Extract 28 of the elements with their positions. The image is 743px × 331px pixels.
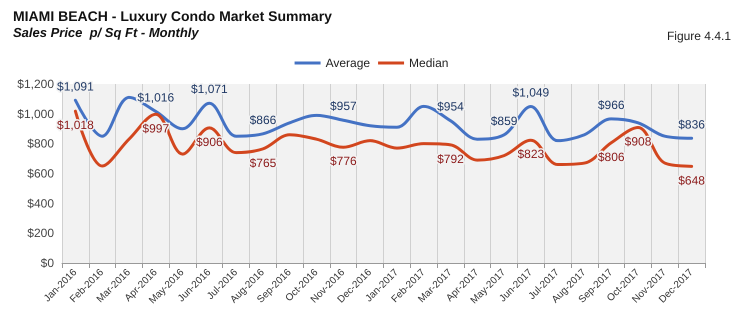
y-tick-label: $1,200 bbox=[17, 77, 54, 91]
chart-title: MIAMI BEACH - Luxury Condo Market Summary bbox=[13, 8, 332, 24]
data-label: $836 bbox=[678, 117, 706, 132]
chart-subtitle: Sales Price p/ Sq Ft - Monthly bbox=[13, 25, 200, 40]
data-label: $1,071 bbox=[191, 82, 228, 96]
data-label: $792 bbox=[437, 152, 464, 166]
y-tick-label: $400 bbox=[27, 196, 54, 210]
data-label: $765 bbox=[250, 156, 277, 170]
y-tick-label: $0 bbox=[40, 256, 54, 270]
data-label: $1,049 bbox=[512, 86, 550, 100]
data-label: $1,016 bbox=[137, 90, 174, 104]
data-label: $966 bbox=[598, 98, 625, 112]
data-label: $866 bbox=[250, 112, 277, 127]
y-tick-label: $800 bbox=[27, 136, 54, 151]
caption: Figure 4.4.1 bbox=[666, 29, 732, 43]
data-label: $806 bbox=[598, 150, 625, 164]
data-label: $648 bbox=[678, 173, 706, 188]
legend-label: Median bbox=[409, 56, 448, 70]
data-label: $1,091 bbox=[57, 79, 94, 94]
y-tick-label: $1,000 bbox=[17, 106, 54, 121]
legend-label: Average bbox=[326, 56, 370, 70]
data-label: $906 bbox=[196, 134, 224, 149]
data-label: $776 bbox=[330, 154, 357, 168]
y-tick-label: $200 bbox=[27, 226, 54, 240]
data-label: $957 bbox=[330, 99, 357, 114]
data-label: $954 bbox=[437, 100, 464, 114]
data-label: $823 bbox=[518, 147, 545, 162]
y-tick-label: $600 bbox=[27, 166, 54, 180]
